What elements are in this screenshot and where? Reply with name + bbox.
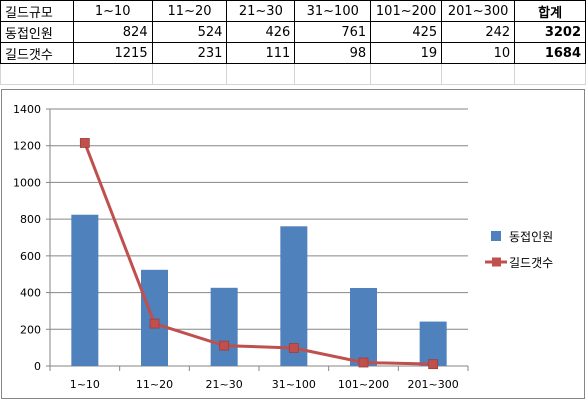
table-cell[interactable]: 425 (370, 21, 443, 43)
bar (71, 214, 99, 366)
table-cell[interactable]: 98 (294, 42, 372, 64)
y-tick-label: 200 (20, 323, 41, 336)
line-marker (219, 340, 230, 351)
table-cell[interactable]: 761 (294, 21, 372, 43)
table-row: 길드갯수 1215 231 111 98 19 10 1684 (0, 42, 586, 64)
x-tick-label: 31~100 (272, 378, 316, 391)
y-tick-label: 1400 (13, 103, 41, 116)
x-tick-label: 11~20 (136, 378, 173, 391)
empty-cell[interactable] (72, 63, 153, 85)
bar (419, 321, 447, 366)
y-tick-label: 1000 (13, 176, 41, 189)
header-cell[interactable]: 길드규모 (0, 0, 74, 22)
table-cell[interactable]: 824 (72, 21, 153, 43)
legend-label: 동접인원 (509, 230, 553, 244)
table-cell[interactable]: 10 (441, 42, 516, 64)
chart-frame[interactable]: 0 200 400 600 800 1000 1200 1400 1~10 11~20 21~30 3… (1, 89, 585, 399)
header-cell[interactable]: 11~20 (151, 0, 228, 22)
table-row: 동접인원 824 524 426 761 425 242 3202 (0, 21, 586, 43)
header-cell-total[interactable]: 합계 (514, 0, 586, 22)
line-marker (358, 357, 369, 368)
x-tick-label: 21~30 (206, 378, 243, 391)
table-cell[interactable]: 111 (226, 42, 296, 64)
table-cell[interactable]: 524 (151, 21, 228, 43)
x-tick-label: 101~200 (338, 378, 389, 391)
row-label[interactable]: 동접인원 (0, 21, 74, 43)
empty-cell[interactable] (514, 63, 586, 85)
line-marker (288, 343, 299, 353)
x-tick-label: 201~300 (408, 378, 459, 391)
chart-area: 0 200 400 600 800 1000 1200 1400 1~10 11~20 21~30 3… (0, 88, 586, 400)
data-table: 길드규모 1~10 11~20 21~30 31~100 101~200 201… (0, 0, 586, 85)
line-series (83, 142, 434, 366)
table-cell[interactable]: 242 (441, 21, 516, 43)
bar (141, 269, 168, 366)
spreadsheet-table: 길드규모 1~10 11~20 21~30 31~100 101~200 201… (0, 0, 586, 88)
bar (210, 287, 238, 366)
header-cell[interactable]: 201~300 (441, 0, 516, 22)
empty-cell[interactable] (294, 63, 372, 85)
empty-cell[interactable] (151, 63, 228, 85)
empty-cell[interactable] (226, 63, 296, 85)
line-marker (428, 359, 439, 370)
empty-cell[interactable] (441, 63, 516, 85)
y-tick-label: 0 (34, 360, 41, 373)
empty-cell[interactable] (370, 63, 443, 85)
header-cell[interactable]: 1~10 (72, 0, 153, 22)
legend-swatch-marker (492, 257, 501, 267)
y-tick-label: 800 (20, 213, 41, 226)
header-cell[interactable]: 31~100 (294, 0, 372, 22)
x-tick-label: 1~10 (70, 378, 100, 391)
total-cell[interactable]: 1684 (514, 42, 586, 64)
row-label[interactable]: 길드갯수 (0, 42, 74, 64)
table-cell[interactable]: 1215 (72, 42, 153, 64)
empty-cell[interactable] (0, 63, 74, 85)
line-marker (79, 138, 90, 148)
table-cell[interactable]: 231 (151, 42, 228, 64)
legend-swatch-bar (491, 231, 501, 241)
header-cell[interactable]: 21~30 (226, 0, 296, 22)
total-cell[interactable]: 3202 (514, 21, 586, 43)
header-row: 길드규모 1~10 11~20 21~30 31~100 101~200 201… (0, 0, 586, 22)
line-marker (149, 318, 160, 329)
legend-label: 길드갯수 (509, 256, 553, 270)
table-cell[interactable]: 426 (226, 21, 296, 43)
y-tick-label: 400 (20, 287, 41, 300)
y-tick-label: 1200 (13, 140, 41, 153)
bar (350, 287, 377, 366)
bar (280, 226, 308, 366)
y-tick-label: 600 (20, 250, 41, 263)
table-cell[interactable]: 19 (370, 42, 443, 64)
empty-row (0, 63, 586, 85)
header-cell[interactable]: 101~200 (370, 0, 443, 22)
combo-chart: 0 200 400 600 800 1000 1200 1400 1~10 11~20 21~30 3… (13, 103, 553, 391)
